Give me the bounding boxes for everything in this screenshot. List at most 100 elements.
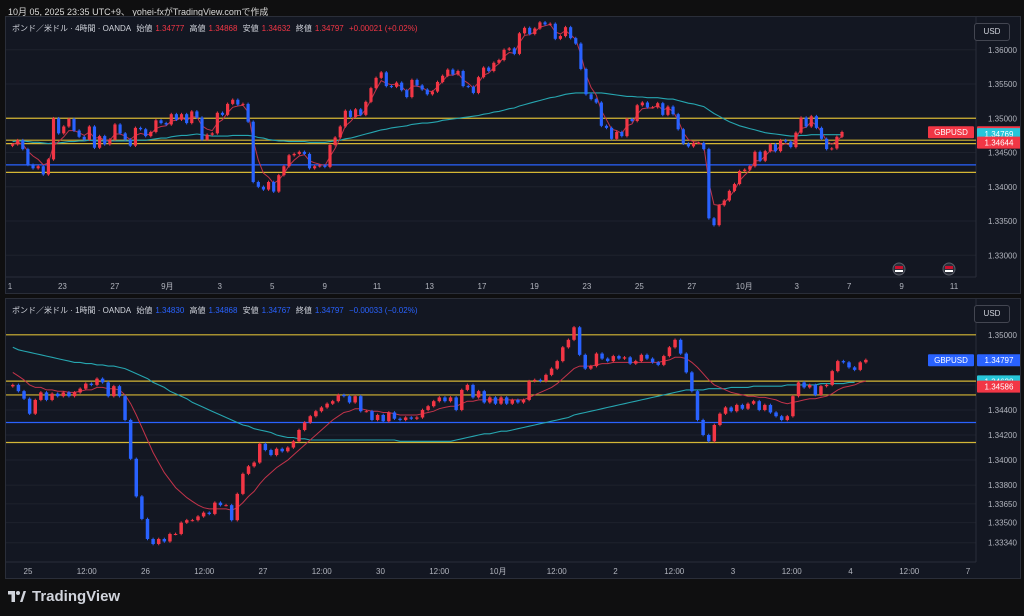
- candle-body: [673, 339, 677, 348]
- symbol-tag: [928, 354, 974, 367]
- candle-body: [482, 67, 486, 78]
- candle-body: [836, 361, 840, 372]
- currency-button[interactable]: USD: [974, 305, 1010, 323]
- candle-body: [690, 372, 694, 392]
- candle-body: [251, 121, 255, 182]
- candle-body: [533, 28, 537, 35]
- candle-body: [773, 144, 778, 152]
- candle-body: [323, 165, 327, 167]
- candle-body: [207, 512, 211, 514]
- candle-body: [466, 86, 470, 88]
- candle-body: [224, 505, 228, 507]
- x-tick-label: 19: [530, 282, 539, 291]
- candle-body: [87, 126, 91, 140]
- candle-body: [695, 391, 700, 420]
- candle-body: [403, 417, 408, 420]
- candle-body: [746, 403, 750, 409]
- y-tick-label: 1.33000: [988, 251, 1017, 260]
- x-tick-label: 11: [950, 282, 959, 291]
- candle-body: [195, 111, 199, 118]
- candle-body: [220, 112, 225, 115]
- candle-body: [738, 171, 742, 185]
- candle-body: [98, 136, 102, 148]
- candle-body: [763, 151, 767, 161]
- x-tick-label: 26: [141, 567, 150, 576]
- candle-body: [835, 136, 839, 149]
- candle-body: [579, 43, 583, 69]
- candle-body: [768, 144, 772, 152]
- candle-body: [364, 101, 368, 115]
- candle-body: [318, 165, 322, 167]
- candle-body: [487, 67, 491, 72]
- candle-body: [553, 23, 557, 39]
- candle-body: [707, 149, 711, 219]
- candle-body: [465, 384, 470, 390]
- symbol-tag-label: GBPUSD: [934, 356, 968, 365]
- candle-body: [858, 362, 862, 370]
- legend-high-label: 高値: [189, 24, 206, 33]
- candle-body: [398, 418, 402, 420]
- candle-body: [605, 358, 610, 362]
- brand-footer[interactable]: TradingView: [8, 588, 120, 605]
- candle-body: [179, 114, 184, 120]
- candle-body: [611, 356, 616, 362]
- candle-body: [617, 356, 621, 359]
- candle-body: [645, 354, 649, 359]
- candle-body: [123, 396, 127, 420]
- chart-pane-1h[interactable]: ポンド／米ドル · 1時間 · OANDA 始値 1.34830 高値 1.3486…: [5, 298, 1021, 579]
- candle-body: [67, 392, 71, 397]
- legend-high-label: 高値: [189, 306, 206, 315]
- series-legend: ポンド／米ドル · 4時間 · OANDA 始値 1.34777 高値 1.3486…: [12, 23, 420, 34]
- x-tick-label: 9月: [161, 282, 173, 291]
- candle-body: [476, 77, 481, 93]
- candle-body: [95, 378, 99, 385]
- candle-body: [156, 538, 161, 544]
- y-tick-label: 1.33340: [988, 539, 1017, 548]
- x-tick-label: 12:00: [782, 567, 803, 576]
- candle-body: [778, 140, 783, 152]
- candle-body: [572, 327, 576, 340]
- candle-body: [622, 357, 627, 359]
- y-tick-label: 1.35000: [988, 114, 1017, 123]
- x-tick-label: 12:00: [77, 567, 98, 576]
- candle-body: [347, 396, 352, 403]
- candle-body: [589, 366, 593, 369]
- candle-body: [134, 458, 139, 497]
- candle-body: [179, 522, 183, 534]
- chart-pane-4h[interactable]: ポンド／米ドル · 4時間 · OANDA 始値 1.34777 高値 1.3486…: [5, 16, 1021, 294]
- moving-average-fast-line: [12, 356, 866, 511]
- x-tick-label: 11: [373, 282, 382, 291]
- price-tag: [977, 380, 1020, 393]
- x-tick-label: 12:00: [429, 567, 450, 576]
- candle-body: [712, 218, 716, 226]
- candle-body: [61, 392, 66, 397]
- y-tick-label: 1.33650: [988, 500, 1017, 509]
- candle-body: [336, 394, 341, 402]
- us-flag-stripe: [895, 266, 903, 269]
- candle-body: [292, 153, 296, 156]
- candle-body: [164, 123, 168, 125]
- candle-body: [55, 393, 60, 397]
- candle-body: [544, 374, 548, 382]
- candle-body: [451, 69, 455, 75]
- candle-body: [31, 164, 35, 169]
- candle-body: [162, 538, 167, 542]
- candle-body: [169, 114, 173, 125]
- x-tick-label: 9: [322, 282, 327, 291]
- candle-body: [205, 134, 209, 140]
- candle-body: [353, 396, 357, 403]
- candle-body: [287, 155, 291, 167]
- candle-body: [354, 109, 358, 117]
- candle-body: [235, 493, 240, 521]
- candle-body: [847, 362, 851, 368]
- x-tick-label: 10月: [736, 282, 753, 291]
- candle-body: [825, 138, 829, 150]
- candle-body: [149, 131, 153, 137]
- x-tick-label: 25: [24, 567, 33, 576]
- candle-body: [415, 79, 419, 86]
- candle-body: [813, 384, 818, 395]
- candle-body: [507, 48, 511, 50]
- currency-button[interactable]: USD: [974, 23, 1010, 41]
- candle-body: [456, 71, 460, 75]
- candle-body: [499, 397, 503, 404]
